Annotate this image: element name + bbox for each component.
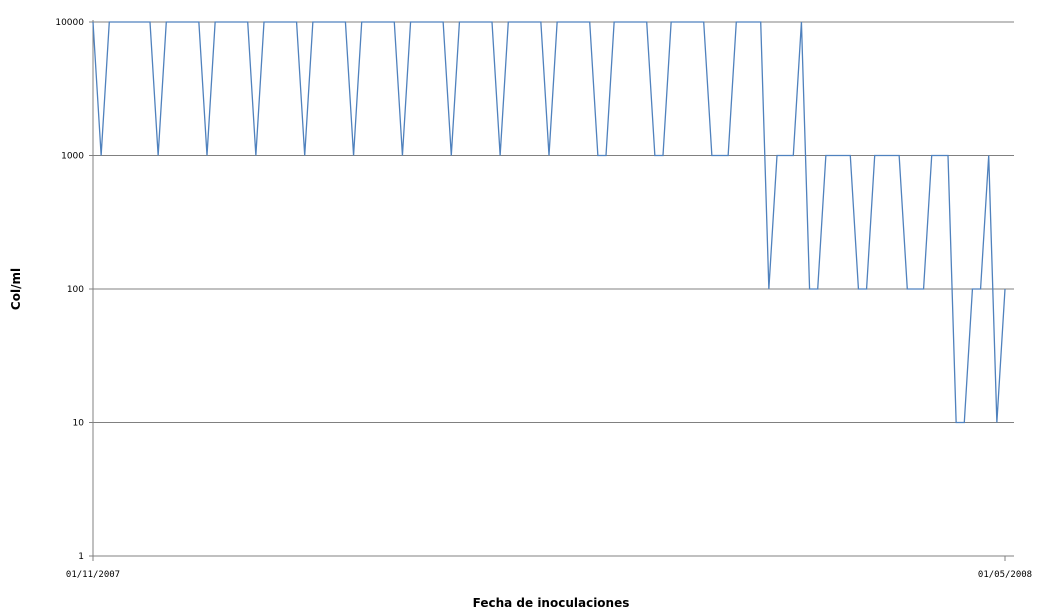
axes [89,20,1014,561]
y-tick-labels: 1 10 100 1000 10000 [55,18,84,562]
y-axis-title: Col/ml [9,268,23,310]
y-tick-label: 1000 [61,152,84,162]
x-axis-title: Fecha de inoculaciones [473,596,630,610]
y-tick-label: 10000 [55,18,84,28]
x-tick-label: 01/11/2007 [66,570,120,580]
series-line [92,21,1006,424]
y-tick-label: 1 [78,552,84,562]
x-tick-label: 01/05/2008 [978,570,1032,580]
x-tick-labels: 01/11/2007 01/05/2008 [66,570,1032,580]
y-tick-label: 10 [73,419,85,429]
y-tick-label: 100 [67,285,84,295]
